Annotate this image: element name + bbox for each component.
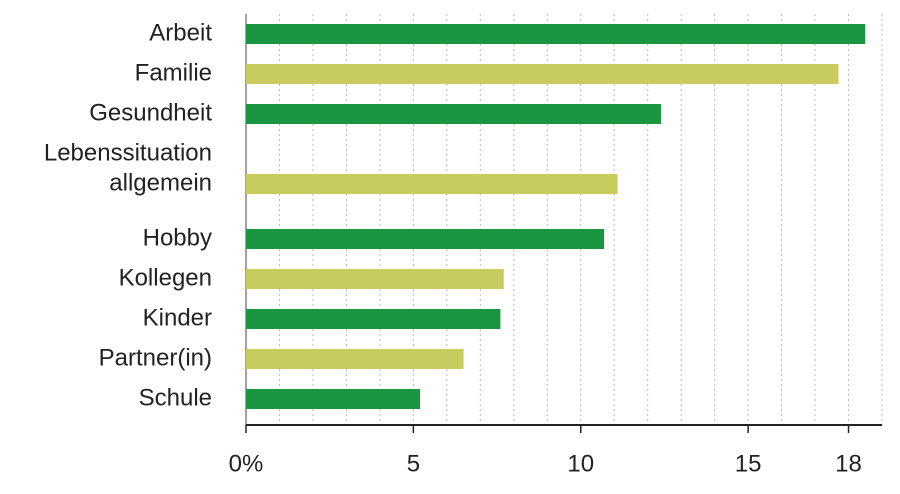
- bar: [246, 269, 504, 289]
- x-tick-label: 10: [567, 450, 594, 477]
- y-tick-label: allgemein: [109, 169, 212, 196]
- x-tick-label: 5: [407, 450, 420, 477]
- y-tick-label: Gesundheit: [89, 99, 212, 126]
- y-tick-label: Familie: [135, 59, 212, 86]
- x-tick-label: 15: [735, 450, 762, 477]
- y-tick-label: Kollegen: [119, 264, 212, 291]
- y-tick-label: Lebenssituation: [44, 139, 212, 166]
- bar: [246, 349, 464, 369]
- bar: [246, 174, 618, 194]
- y-tick-label: Schule: [139, 384, 212, 411]
- x-tick-label: 0%: [229, 450, 264, 477]
- y-tick-label: Hobby: [143, 224, 212, 251]
- bar: [246, 64, 839, 84]
- bar: [246, 104, 662, 124]
- y-tick-label: Arbeit: [149, 19, 212, 46]
- bar: [246, 309, 501, 329]
- bar: [246, 24, 866, 44]
- x-tick-label: 18: [835, 450, 862, 477]
- y-tick-label: Kinder: [143, 304, 212, 331]
- bar: [246, 389, 421, 409]
- bar: [246, 229, 605, 249]
- y-tick-label: Partner(in): [99, 344, 212, 371]
